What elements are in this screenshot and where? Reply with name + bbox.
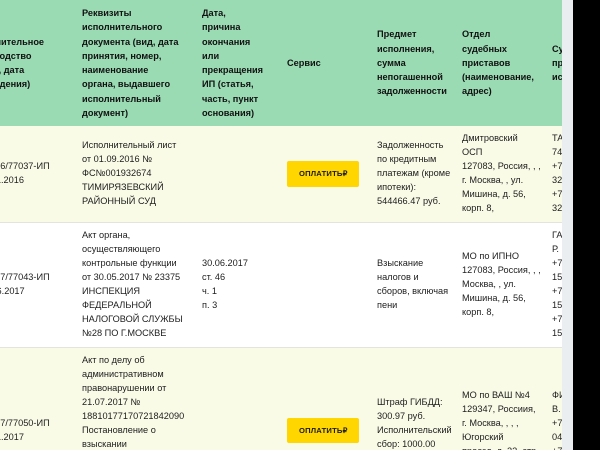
pay-button-label: ОПЛАТИТЬ <box>299 425 343 435</box>
cell-bailiff-department: МО по ИПНО 127083, Россия, , , Москва, ,… <box>457 221 547 348</box>
cell-service <box>282 221 372 348</box>
table-row: 10099/16/77037-ИП от 28.11.2016 Исполнит… <box>0 126 562 223</box>
column-header-bailiff-department: Отдел судебных приставов (наименование, … <box>457 0 547 126</box>
table-header: Исполнительное производство (номер, дата… <box>0 0 562 126</box>
pay-button[interactable]: ОПЛАТИТЬ₽ <box>287 417 359 444</box>
cell-end-date-reason: 30.06.2017 ст. 46 ч. 1 п. 3 <box>197 221 282 348</box>
table-header-row: Исполнительное производство (номер, дата… <box>0 0 562 126</box>
cell-service: ОПЛАТИТЬ₽ <box>282 126 372 223</box>
column-header-bailiff-officer: Судебный пристав- исполнитель <box>547 0 562 126</box>
table-row: 31467/17/77043-ИП от 06.06.2017 Акт орга… <box>0 221 562 348</box>
cell-subject-amount: Взыскание налогов и сборов, включая пени <box>372 221 457 348</box>
cell-proceeding-number: 55052/17/77050-ИП от 09.11.2017 <box>0 346 77 450</box>
cell-bailiff-department: МО по ВАШ №4 129347, Россиия, г. Москва,… <box>457 346 547 450</box>
cell-bailiff-department: Дмитровский ОСП 127083, Россия, , , г. М… <box>457 126 547 223</box>
pay-button[interactable]: ОПЛАТИТЬ₽ <box>287 161 359 187</box>
cell-end-date-reason <box>197 126 282 223</box>
ruble-icon: ₽ <box>342 425 348 435</box>
enforcement-proceedings-table-scroll-area[interactable]: Исполнительное производство (номер, дата… <box>0 0 562 450</box>
column-header-subject-amount: Предмет исполнения, сумма непогашенной з… <box>372 0 457 126</box>
cell-subject-amount: Задолженность по кредитным платежам (кро… <box>372 126 457 223</box>
cell-bailiff-officer: ГАРАЛОВ М. Р. +7(499)558- 15-26 +7(499)5… <box>547 221 562 348</box>
ruble-icon: ₽ <box>342 169 348 179</box>
table-body: 10099/16/77037-ИП от 28.11.2016 Исполнит… <box>0 126 562 450</box>
column-header-service: Сервис <box>282 0 372 126</box>
column-header-document-details: Реквизиты исполнительного документа (вид… <box>77 0 197 126</box>
pay-button-label: ОПЛАТИТЬ <box>299 169 343 179</box>
cell-proceeding-number: 31467/17/77043-ИП от 06.06.2017 <box>0 221 77 348</box>
cell-service: ОПЛАТИТЬ₽ <box>282 346 372 450</box>
cell-document-details: Исполнительный лист от 01.09.2016 № ФС№0… <box>77 126 197 223</box>
table-row: 55052/17/77050-ИП от 09.11.2017 Акт по д… <box>0 346 562 450</box>
column-header-proceeding-number: Исполнительное производство (номер, дата… <box>0 0 77 126</box>
cell-subject-amount: Штраф ГИБДД: 300.97 руб. Исполнительский… <box>372 346 457 450</box>
cell-document-details: Акт по делу об административном правонар… <box>77 346 197 450</box>
right-black-bar <box>573 0 600 450</box>
enforcement-proceedings-table: Исполнительное производство (номер, дата… <box>0 0 562 450</box>
cell-end-date-reason <box>197 346 282 450</box>
cell-bailiff-officer: ТАГИЕВ А. А. 74995583265 +7(499)558- 32-… <box>547 126 562 223</box>
cell-proceeding-number: 10099/16/77037-ИП от 28.11.2016 <box>0 126 77 223</box>
cell-document-details: Акт органа, осуществляющего контрольные … <box>77 221 197 348</box>
column-header-end-date-reason: Дата, причина окончания или прекращения … <box>197 0 282 126</box>
cell-bailiff-officer: ФИЛАТОВ П. В. +7(499)583- 04-39 +7(499)5… <box>547 346 562 450</box>
